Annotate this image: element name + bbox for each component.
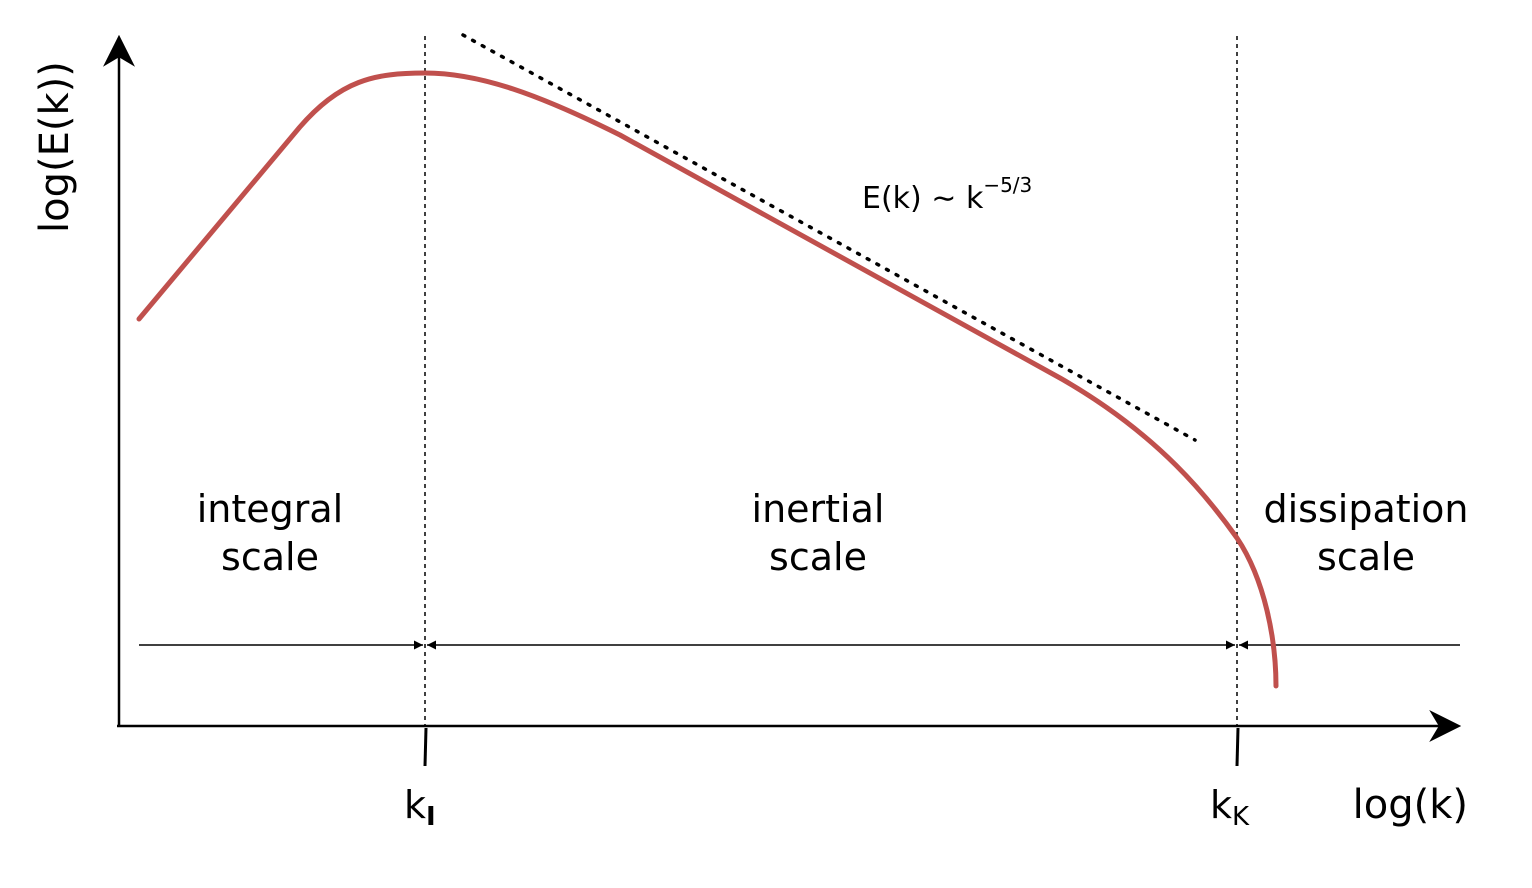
kk-tick [1235, 727, 1240, 767]
power-law-label: E(k) ∼ k−5/3 [862, 173, 1032, 216]
kk-tick-subscript: K [1232, 802, 1250, 832]
ki-tick [423, 727, 428, 767]
power-law-exponent: −5/3 [983, 173, 1032, 197]
dissipation-region-label-line2: scale [1317, 535, 1415, 579]
ki-tick-subscript: I [426, 802, 436, 832]
inertial-region-label-line2: scale [769, 535, 867, 579]
ki-tick-label: kI [404, 783, 436, 832]
y-axis-label: log(E(k)) [32, 61, 78, 233]
kk-tick-label: kK [1210, 783, 1250, 832]
x-axis-label: log(k) [1353, 782, 1468, 828]
integral-region-label-line1: integral [197, 487, 344, 531]
inertial-region-label-line1: inertial [752, 487, 885, 531]
kk-tick-base: k [1210, 783, 1232, 827]
energy-spectrum-curve [136, 70, 1279, 689]
integral-region-label-line2: scale [221, 535, 319, 579]
ki-tick-base: k [404, 783, 426, 827]
dissipation-region-label-line1: dissipation [1263, 487, 1468, 531]
power-law-text: E(k) ∼ k [862, 181, 984, 216]
power-law-reference-line [461, 33, 1197, 442]
